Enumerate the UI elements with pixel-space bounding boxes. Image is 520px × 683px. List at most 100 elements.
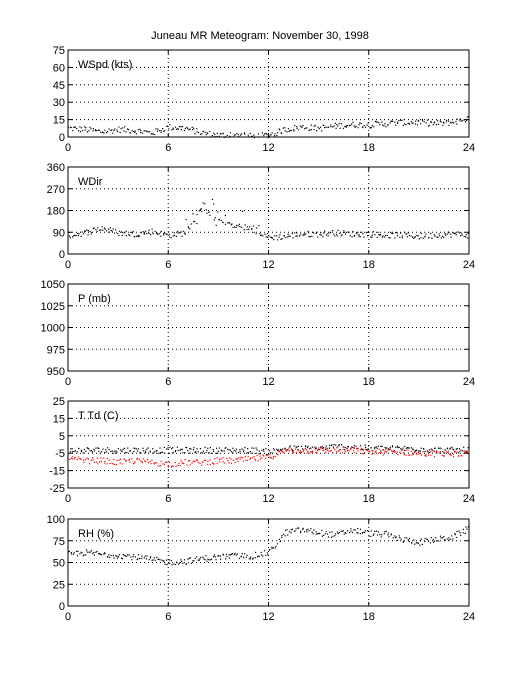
data-point — [284, 130, 286, 132]
data-point — [139, 235, 141, 237]
data-point — [201, 133, 203, 135]
data-point — [420, 447, 422, 449]
x-tick-label: 18 — [363, 611, 375, 623]
data-point — [262, 454, 264, 456]
data-point — [424, 450, 426, 453]
data-point — [201, 464, 203, 466]
data-point — [187, 450, 189, 452]
data-point — [389, 231, 392, 233]
data-point — [234, 134, 236, 136]
data-point — [292, 237, 294, 239]
data-point — [145, 558, 147, 560]
data-point — [182, 562, 184, 564]
data-point — [387, 124, 389, 126]
data-point — [231, 223, 233, 225]
data-point — [99, 553, 101, 555]
data-point — [434, 235, 436, 237]
data-point — [213, 462, 215, 465]
data-point — [238, 457, 240, 459]
data-point — [361, 448, 363, 451]
data-point — [109, 227, 111, 229]
data-point — [432, 539, 434, 541]
data-point — [218, 555, 220, 557]
data-point — [151, 133, 153, 135]
data-point — [368, 535, 370, 537]
data-point — [161, 559, 163, 561]
data-point — [209, 214, 211, 216]
data-point — [281, 238, 283, 240]
data-point — [341, 234, 343, 236]
data-point — [136, 458, 138, 461]
data-point — [236, 458, 238, 460]
data-point — [225, 553, 227, 556]
data-point — [249, 450, 251, 453]
data-point — [360, 122, 362, 124]
data-point — [371, 453, 373, 455]
data-point — [357, 447, 359, 449]
data-point — [308, 530, 310, 532]
data-point — [328, 447, 330, 449]
data-point — [242, 457, 244, 459]
data-point — [397, 447, 399, 449]
data-point — [338, 123, 340, 125]
data-point — [250, 452, 252, 454]
data-point — [346, 449, 349, 451]
data-point — [240, 555, 242, 557]
data-point — [436, 450, 438, 453]
data-point — [167, 466, 169, 468]
data-point — [310, 124, 312, 126]
data-point — [300, 530, 302, 532]
data-point — [388, 449, 390, 451]
panel-label: WDir — [78, 176, 103, 188]
data-point — [180, 231, 182, 233]
data-point — [120, 128, 122, 130]
data-point — [202, 202, 204, 204]
data-point — [190, 562, 193, 564]
data-point — [184, 232, 186, 235]
data-point — [307, 450, 309, 453]
data-point — [414, 123, 416, 125]
data-point — [153, 557, 155, 559]
data-point — [352, 447, 354, 449]
data-point — [128, 459, 130, 461]
data-point — [367, 530, 370, 532]
data-point — [439, 235, 441, 237]
data-point — [408, 122, 410, 124]
data-point — [121, 450, 123, 452]
data-point — [239, 458, 241, 460]
data-point — [188, 227, 190, 229]
data-point — [177, 232, 179, 234]
data-point — [150, 133, 152, 135]
data-point — [177, 464, 179, 466]
data-point — [192, 560, 194, 562]
data-point — [406, 233, 408, 235]
data-point — [411, 122, 413, 124]
y-tick-label: -5 — [55, 448, 65, 460]
data-point — [418, 453, 420, 455]
data-point — [367, 235, 369, 237]
x-tick-label: 24 — [463, 142, 475, 154]
data-point — [251, 228, 253, 230]
data-point — [328, 450, 330, 452]
data-point — [312, 231, 314, 233]
data-point — [279, 234, 281, 236]
data-point — [428, 124, 430, 127]
data-point — [462, 528, 464, 531]
data-point — [180, 459, 182, 461]
data-point — [362, 532, 364, 534]
data-point — [388, 536, 390, 538]
data-point — [131, 452, 134, 454]
data-point — [420, 123, 422, 125]
data-point — [452, 121, 454, 123]
data-point — [131, 458, 133, 460]
data-point — [167, 447, 169, 449]
data-point — [253, 137, 255, 139]
data-point — [110, 229, 112, 231]
data-point — [120, 557, 123, 559]
data-point — [340, 530, 342, 533]
panel-label: WSpd (kts) — [78, 59, 132, 71]
data-point — [447, 450, 449, 452]
data-point — [81, 552, 83, 554]
data-point — [304, 531, 306, 533]
data-point — [238, 223, 240, 225]
